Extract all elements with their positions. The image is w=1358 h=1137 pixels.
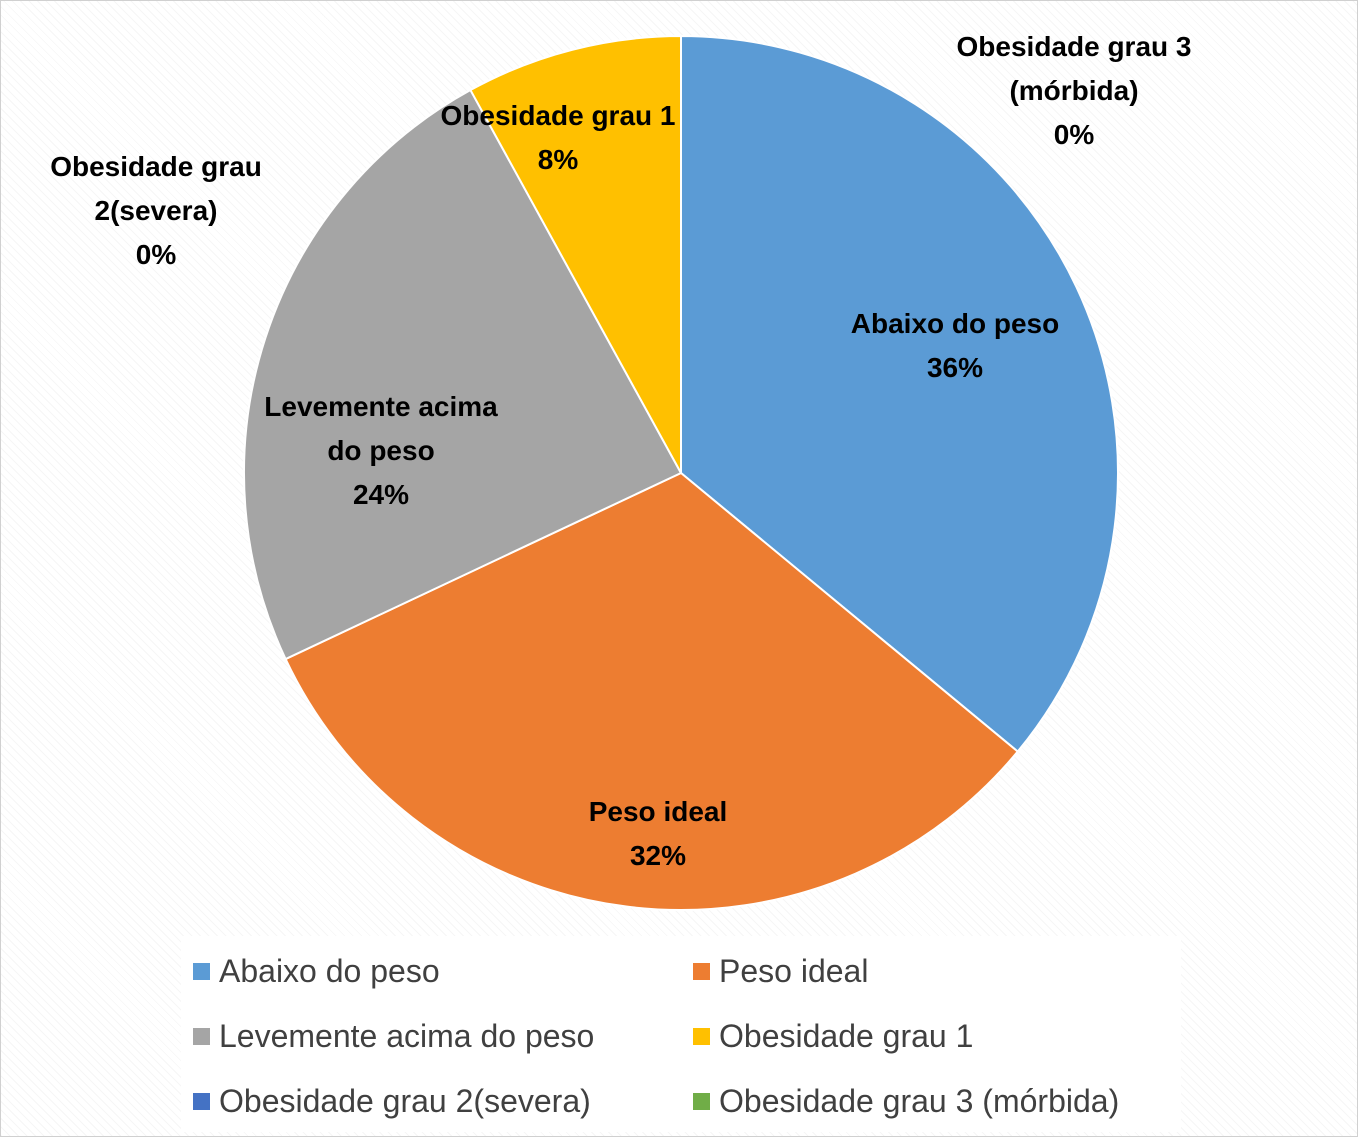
legend-swatch bbox=[193, 1093, 210, 1110]
legend-label: Obesidade grau 1 bbox=[719, 1018, 974, 1054]
legend-item: Peso ideal bbox=[693, 951, 868, 991]
data-label-name: Obesidade grau 3 (mórbida) bbox=[956, 31, 1192, 106]
data-label: Levemente acima do peso 24% bbox=[256, 385, 506, 517]
legend-swatch bbox=[693, 1093, 710, 1110]
legend-swatch bbox=[193, 1028, 210, 1045]
legend-label: Obesidade grau 3 (mórbida) bbox=[719, 1083, 1120, 1119]
data-label: Obesidade grau 2(severa) 0% bbox=[31, 145, 281, 277]
pie-slice bbox=[469, 34, 682, 474]
legend-swatch bbox=[193, 963, 210, 980]
data-label-value: 8% bbox=[537, 144, 579, 175]
legend-item: Obesidade grau 1 bbox=[693, 1016, 973, 1056]
legend-label: Abaixo do peso bbox=[219, 953, 440, 989]
data-label-value: 0% bbox=[135, 239, 177, 270]
pie-slice bbox=[680, 34, 1119, 753]
data-label: Obesidade grau 1 8% bbox=[433, 94, 683, 182]
pie-slice bbox=[243, 88, 683, 661]
legend-label: Obesidade grau 2(severa) bbox=[219, 1083, 591, 1119]
data-label-name: Abaixo do peso bbox=[850, 308, 1060, 339]
data-label: Peso ideal 32% bbox=[533, 790, 783, 878]
pie-slice bbox=[284, 471, 1020, 911]
legend-item: Levemente acima do peso bbox=[193, 1016, 594, 1056]
legend-swatch bbox=[693, 963, 710, 980]
data-label-name: Obesidade grau 1 bbox=[440, 100, 676, 131]
legend-label: Levemente acima do peso bbox=[219, 1018, 595, 1054]
data-label-name: Levemente acima do peso bbox=[264, 391, 498, 466]
data-label-value: 0% bbox=[1053, 119, 1095, 150]
legend-item: Obesidade grau 3 (mórbida) bbox=[693, 1081, 1119, 1121]
data-label-value: 36% bbox=[926, 352, 984, 383]
legend-swatch bbox=[693, 1028, 710, 1045]
legend-item: Abaixo do peso bbox=[193, 951, 440, 991]
legend-label: Peso ideal bbox=[719, 953, 869, 989]
data-label-value: 24% bbox=[352, 479, 410, 510]
legend-item: Obesidade grau 2(severa) bbox=[193, 1081, 591, 1121]
legend: Abaixo do peso Peso ideal Levemente acima … bbox=[181, 936, 1181, 1132]
data-label: Obesidade grau 3 (mórbida) 0% bbox=[949, 25, 1199, 157]
data-label-name: Obesidade grau 2(severa) bbox=[50, 151, 262, 226]
data-label-value: 32% bbox=[629, 840, 687, 871]
data-label: Abaixo do peso 36% bbox=[830, 302, 1080, 390]
data-label-name: Peso ideal bbox=[588, 796, 728, 827]
pie bbox=[243, 34, 1119, 911]
